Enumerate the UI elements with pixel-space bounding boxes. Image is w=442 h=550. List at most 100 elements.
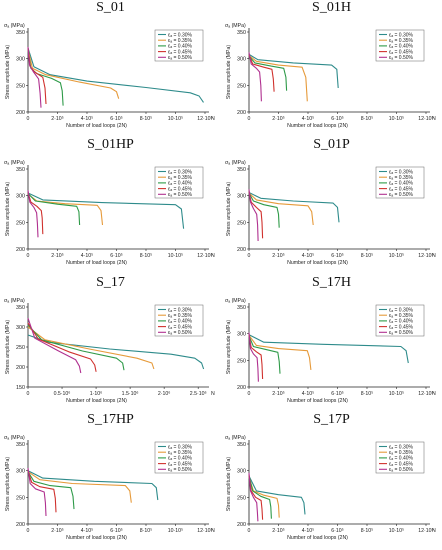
chart-title: S_01 xyxy=(96,0,125,15)
legend-label: εₐ = 0.30% xyxy=(168,169,193,175)
legend-label: εₐ = 0.35% xyxy=(168,450,193,456)
x-axis-label: Number of load loops (2N) xyxy=(287,260,348,266)
x-unit-label: N xyxy=(432,528,436,534)
x-tick-label: 12·10⁵ xyxy=(197,116,212,122)
series-line xyxy=(248,53,339,89)
y-tick-label: 300 xyxy=(16,325,25,331)
legend-label: εₐ = 0.45% xyxy=(389,186,414,192)
plot-area: σₐ (MPa) Stress amplitude (MPa) 200 250 300 3… xyxy=(225,23,436,129)
x-tick-label: 0 xyxy=(248,528,251,534)
y-tick-label: 150 xyxy=(16,385,25,391)
x-tick-label: 1.5·10⁶ xyxy=(122,391,139,397)
chart-panel: S_01H σₐ (MPa) Stress amplitude (MPa) 200 25… xyxy=(221,0,442,137)
legend-label: εₐ = 0.50% xyxy=(168,467,193,473)
y-unit-label: σₐ (MPa) xyxy=(225,298,246,304)
legend-label: εₐ = 0.35% xyxy=(168,175,193,181)
x-tick-label: 6·10⁵ xyxy=(331,391,344,397)
x-tick-label: 12·10⁵ xyxy=(197,528,212,534)
x-tick-label: 0 xyxy=(248,116,251,122)
legend-label: εₐ = 0.35% xyxy=(389,313,414,319)
legend-label: εₐ = 0.30% xyxy=(389,32,414,38)
plot-area: σₐ (MPa) Stress amplitude (MPa) 200 250 300 3… xyxy=(225,435,436,541)
x-tick-label: 4·10⁵ xyxy=(302,116,315,122)
plot-area: σₐ (MPa) Stress amplitude (MPa) 200 250 300 3… xyxy=(4,435,215,541)
y-tick-label: 200 xyxy=(16,365,25,371)
x-tick-label: 6·10⁵ xyxy=(331,528,344,534)
legend-label: εₐ = 0.40% xyxy=(389,456,414,462)
legend-label: εₐ = 0.30% xyxy=(389,169,414,175)
series-line xyxy=(248,334,264,380)
series-line xyxy=(248,54,275,92)
legend-label: εₐ = 0.30% xyxy=(389,307,414,313)
x-tick-label: 4·10⁵ xyxy=(302,528,315,534)
y-tick-label: 350 xyxy=(237,305,246,311)
series-line xyxy=(27,192,44,235)
y-tick-label: 250 xyxy=(237,220,246,226)
series-line xyxy=(27,334,205,370)
y-tick-label: 350 xyxy=(16,305,25,311)
x-tick-label: 8·10⁵ xyxy=(361,391,374,397)
legend-label: εₐ = 0.50% xyxy=(389,55,414,61)
series-line xyxy=(248,474,264,520)
y-unit-label: σₐ (MPa) xyxy=(225,160,246,166)
x-axis-label: Number of load loops (2N) xyxy=(287,123,348,129)
x-axis-label: Number of load loops (2N) xyxy=(287,398,348,404)
x-tick-label: 0 xyxy=(248,391,251,397)
y-unit-label: σₐ (MPa) xyxy=(4,160,25,166)
series-line xyxy=(248,192,340,223)
chart-title: S_01P xyxy=(313,137,350,152)
x-tick-label: 4·10⁵ xyxy=(81,116,94,122)
legend-label: εₐ = 0.40% xyxy=(168,319,193,325)
chart-panel: S_17 σₐ (MPa) Stress amplitude (MPa) 150 200… xyxy=(0,275,221,412)
series-line xyxy=(27,324,125,371)
legend-label: εₐ = 0.50% xyxy=(389,330,414,336)
x-tick-label: 2·10⁶ xyxy=(158,391,171,397)
series-line xyxy=(248,335,281,374)
y-tick-label: 200 xyxy=(237,385,246,391)
y-axis-label: Stress amplitude (MPa) xyxy=(226,320,232,374)
y-tick-label: 300 xyxy=(237,469,246,475)
x-tick-label: 4·10⁵ xyxy=(81,528,94,534)
x-tick-label: 0 xyxy=(27,116,30,122)
legend-label: εₐ = 0.45% xyxy=(389,461,414,467)
legend-label: εₐ = 0.35% xyxy=(168,313,193,319)
x-tick-label: 2·10⁵ xyxy=(51,116,64,122)
legend-label: εₐ = 0.50% xyxy=(168,192,193,198)
x-tick-label: 2·10⁵ xyxy=(272,253,285,259)
legend-label: εₐ = 0.40% xyxy=(168,456,193,462)
legend-label: εₐ = 0.45% xyxy=(168,324,193,330)
y-axis-label: Stress amplitude (MPa) xyxy=(5,457,11,511)
x-tick-label: 12·10⁵ xyxy=(418,391,433,397)
y-tick-label: 250 xyxy=(237,358,246,364)
legend-label: εₐ = 0.40% xyxy=(389,44,414,50)
legend-label: εₐ = 0.30% xyxy=(168,307,193,313)
series-line xyxy=(27,46,42,108)
x-tick-label: 8·10⁵ xyxy=(140,116,153,122)
x-unit-label: N xyxy=(432,253,436,259)
y-axis-label: Stress amplitude (MPa) xyxy=(5,320,11,374)
series-line xyxy=(27,470,57,513)
series-line xyxy=(27,192,185,229)
legend-label: εₐ = 0.35% xyxy=(389,38,414,44)
x-tick-label: 10·10⁵ xyxy=(168,528,183,534)
y-unit-label: σₐ (MPa) xyxy=(225,23,246,29)
legend-label: εₐ = 0.35% xyxy=(389,450,414,456)
y-axis-label: Stress amplitude (MPa) xyxy=(5,182,11,236)
series-line xyxy=(27,190,39,238)
series-line xyxy=(27,47,204,103)
y-unit-label: σₐ (MPa) xyxy=(4,435,25,441)
series-line xyxy=(27,467,47,517)
y-tick-label: 350 xyxy=(237,442,246,448)
chart-title: S_17H xyxy=(312,275,351,290)
x-axis-label: Number of load loops (2N) xyxy=(66,398,127,404)
y-tick-label: 300 xyxy=(16,57,25,63)
y-tick-label: 300 xyxy=(237,194,246,200)
y-tick-label: 200 xyxy=(237,247,246,253)
legend-label: εₐ = 0.50% xyxy=(168,330,193,336)
x-tick-label: 6·10⁵ xyxy=(110,528,123,534)
legend-label: εₐ = 0.35% xyxy=(389,175,414,181)
legend-label: εₐ = 0.45% xyxy=(389,324,414,330)
legend-label: εₐ = 0.40% xyxy=(389,319,414,325)
legend-label: εₐ = 0.30% xyxy=(168,444,193,450)
